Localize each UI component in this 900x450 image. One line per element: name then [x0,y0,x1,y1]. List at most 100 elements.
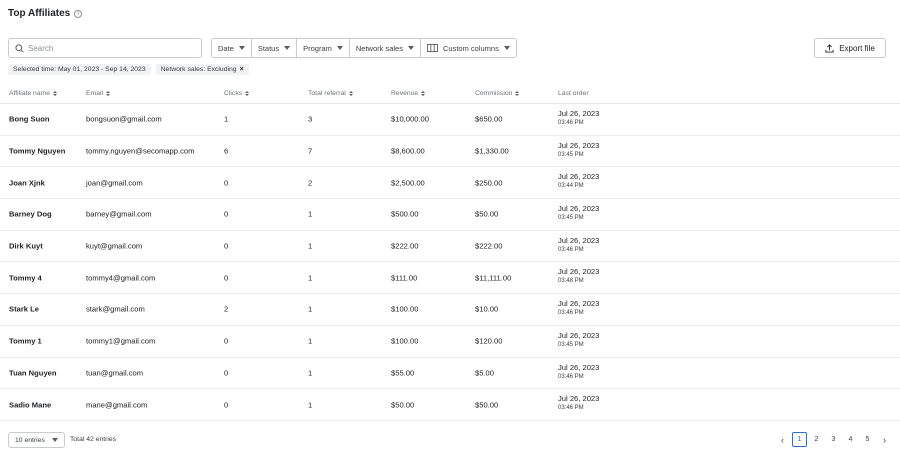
cell-affiliate-name[interactable]: Tommy Nguyen [9,146,66,156]
entries-per-page-select[interactable]: 10 entries [8,432,65,448]
page-button-5[interactable]: 5 [865,436,870,443]
page-button-4[interactable]: 4 [848,436,853,443]
cell-affiliate-name[interactable]: Barney Dog [9,209,52,219]
cell-affiliate-name[interactable]: Stark Le [9,304,39,314]
cell-total-referral: 7 [308,146,313,156]
table-row[interactable]: Tommy Nguyen tommy.nguyen@secomapp.com 6… [0,136,900,168]
caret-down-icon [238,46,245,50]
search-box[interactable] [8,38,202,58]
table-row[interactable]: Dirk Kuyt kuyt@gmail.com 0 1 $222.00 $22… [0,231,900,263]
column-header-total-referral[interactable]: Total referral [308,90,353,97]
table-row[interactable]: Stark Le stark@gmail.com 2 1 $100.00 $10… [0,294,900,326]
tag-selected-time-label: Selected time: May 01, 2023 - Sep 14, 20… [13,66,146,73]
table-row[interactable]: Joan Xjnk joan@gmail.com 0 2 $2,500.00 $… [0,167,900,200]
column-header-affiliate-name[interactable]: Affiliate name [9,90,58,97]
sort-icon [53,91,58,96]
cell-affiliate-name[interactable]: Tommy 4 [9,273,42,283]
cell-commission: $10.00 [475,304,499,314]
cell-total-referral: 1 [308,400,313,410]
column-header-clicks[interactable]: Clicks [224,90,250,97]
chevron-left-icon[interactable]: ‹ [781,434,784,445]
cell-last-order: Jul 26, 2023 03:46 PM [558,299,599,316]
cell-revenue: $10,000.00 [391,114,430,124]
cell-revenue: $100.00 [391,336,419,346]
caret-down-icon [336,46,343,50]
page-button-3[interactable]: 3 [831,436,836,443]
cell-total-referral: 1 [308,336,313,346]
total-entries-label: Total 42 entries [70,436,117,443]
caret-down-icon [284,46,291,50]
cell-affiliate-name[interactable]: Joan Xjnk [9,178,45,188]
column-header-label: Clicks [224,90,243,97]
column-header-email[interactable]: Email [86,90,110,97]
cell-revenue: $50.00 [391,400,415,410]
column-header-last-order[interactable]: Last order [558,90,589,97]
last-order-time: 03:46 PM [558,120,584,126]
last-order-date: Jul 26, 2023 [558,172,600,182]
column-header-label: Commission [475,90,513,97]
cell-last-order: Jul 26, 2023 03:46 PM [558,109,599,126]
last-order-time: 03:46 PM [558,373,584,380]
caret-down-icon [407,46,414,50]
cell-commission: $250.00 [475,178,503,188]
pagination: ‹ 1 2 3 4 5 › [775,432,892,447]
cell-revenue: $8,600.00 [391,146,425,156]
filter-program[interactable]: Program [297,39,350,57]
cell-affiliate-name[interactable]: Bong Suon [9,114,50,124]
column-header-commission[interactable]: Commission [475,90,520,97]
cell-affiliate-name[interactable]: Sadio Mane [9,400,52,410]
close-icon[interactable]: × [239,66,244,73]
table-row[interactable]: Bong Suon bongsuon@gmail.com 1 3 $10,000… [0,104,900,136]
last-order-time: 03:44 PM [558,183,584,190]
last-order-date: Jul 26, 2023 [558,109,600,118]
cell-total-referral: 1 [308,241,313,251]
cell-email: tommy4@gmail.com [86,273,156,283]
export-file-button[interactable]: Export file [814,38,886,58]
tag-network-sales: Network sales: Excluding × [155,64,249,75]
last-order-date: Jul 26, 2023 [558,140,600,150]
cell-email: kuyt@gmail.com [86,241,143,251]
column-header-label: Revenue [391,90,419,97]
cell-last-order: Jul 26, 2023 03:45 PM [558,204,599,221]
cell-clicks: 0 [224,178,229,188]
chevron-right-icon[interactable]: › [883,434,886,445]
cell-clicks: 0 [224,241,229,251]
cell-affiliate-name[interactable]: Tommy 1 [9,336,42,346]
table-row[interactable]: Tommy 4 tommy4@gmail.com 0 1 $111.00 $11… [0,262,900,295]
table-row[interactable]: Tuan Nguyen tuan@gmail.com 0 1 $55.00 $5… [0,358,900,390]
cell-affiliate-name[interactable]: Tuan Nguyen [9,368,57,378]
table-row[interactable]: Sadio Mane mane@gmail.com 0 1 $50.00 $50… [0,389,900,421]
cell-last-order: Jul 26, 2023 03:48 PM [558,267,599,284]
table-row[interactable]: Barney Dog barney@gmail.com 0 1 $500.00 … [0,199,900,231]
page-button-1[interactable]: 1 [792,432,807,447]
last-order-date: Jul 26, 2023 [558,299,600,309]
cell-total-referral: 1 [308,368,313,378]
cell-clicks: 0 [224,400,229,410]
cell-email: stark@gmail.com [86,304,145,314]
filter-custom-columns[interactable]: Custom columns [421,39,516,57]
last-order-date: Jul 26, 2023 [558,235,600,245]
entries-per-page-label: 10 entries [15,436,45,444]
affiliates-table: Affiliate name Email Clicks Total referr… [0,86,900,421]
filter-status[interactable]: Status [252,39,298,57]
cell-commission: $120.00 [475,336,503,346]
table-row[interactable]: Tommy 1 tommy1@gmail.com 0 1 $100.00 $12… [0,326,900,358]
cell-clicks: 0 [224,209,229,219]
info-icon[interactable]: i [74,9,83,18]
cell-total-referral: 1 [308,304,313,314]
cell-affiliate-name[interactable]: Dirk Kuyt [9,241,43,251]
page-button-2[interactable]: 2 [814,436,819,443]
column-header-revenue[interactable]: Revenue [391,90,426,97]
cell-clicks: 1 [224,114,229,124]
cell-last-order: Jul 26, 2023 03:44 PM [558,172,599,189]
cell-email: tommy.nguyen@secomapp.com [86,146,195,156]
export-file-label: Export file [839,43,875,53]
cell-commission: $11,111.00 [475,273,512,283]
caret-down-icon [52,438,58,442]
filter-network-sales[interactable]: Network sales [350,39,421,57]
last-order-time: 03:45 PM [558,151,584,158]
filter-date[interactable]: Date [212,39,252,57]
search-input[interactable] [28,43,188,53]
sort-icon [421,91,426,96]
last-order-time: 03:46 PM [558,405,584,412]
